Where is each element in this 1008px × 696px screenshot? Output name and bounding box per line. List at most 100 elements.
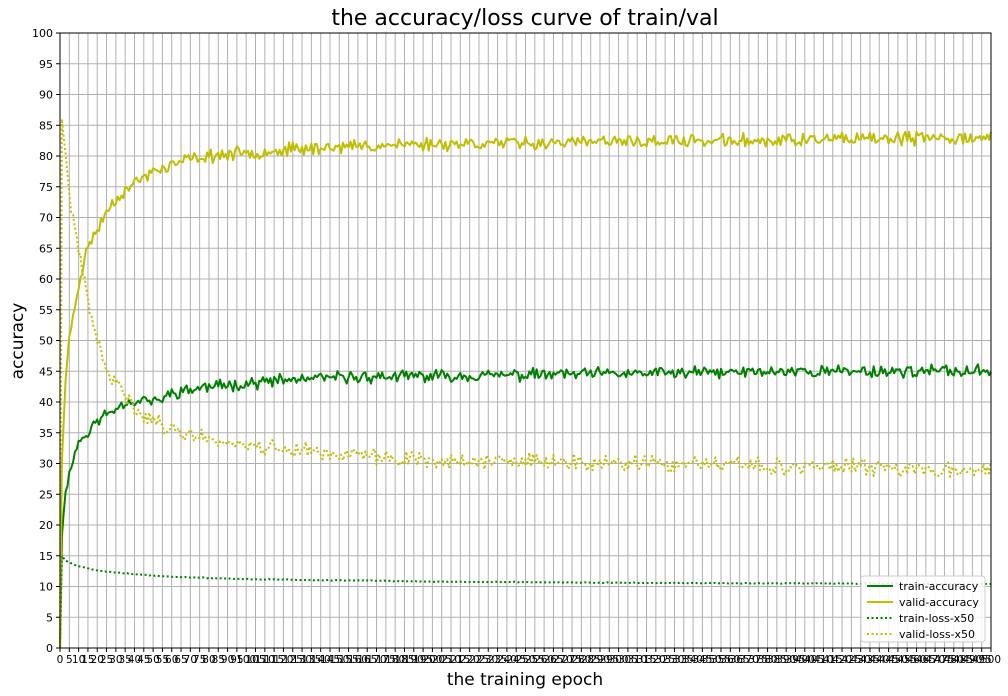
x-tick-label: 385	[767, 654, 787, 666]
x-tick-label: 345	[692, 654, 712, 666]
x-tick-label: 210	[441, 654, 461, 666]
x-tick-label: 405	[804, 654, 824, 666]
x-tick-label: 395	[785, 654, 805, 666]
y-tick-label: 75	[39, 181, 53, 194]
x-tick-label: 425	[841, 654, 861, 666]
y-tick-label: 35	[39, 427, 53, 440]
x-tick-label: 315	[637, 654, 657, 666]
x-tick-label: 140	[311, 654, 331, 666]
legend: train-accuracy valid-accuracy train-loss-x…	[860, 575, 986, 643]
x-tick-label: 65	[174, 654, 187, 666]
x-tick-label: 135	[301, 654, 321, 666]
x-tick-label: 420	[832, 654, 852, 666]
x-tick-label: 95	[230, 654, 243, 666]
y-tick-label: 65	[39, 242, 53, 255]
x-tick-label: 15	[81, 654, 94, 666]
x-tick-label: 375	[748, 654, 768, 666]
x-tick-label: 275	[562, 654, 582, 666]
x-tick-label: 260	[534, 654, 554, 666]
x-tick-label: 70	[184, 654, 197, 666]
x-tick-label: 35	[118, 654, 131, 666]
x-tick-label: 325	[655, 654, 675, 666]
y-tick-label: 90	[39, 89, 53, 102]
x-tick-label: 320	[646, 654, 666, 666]
legend-label-valid-accuracy: valid-accuracy	[899, 596, 979, 609]
x-tick-label: 225	[469, 654, 489, 666]
x-tick-label: 180	[385, 654, 405, 666]
x-tick-label: 130	[292, 654, 312, 666]
y-tick-label: 15	[39, 550, 53, 563]
x-tick-label: 220	[460, 654, 480, 666]
x-tick-label: 400	[795, 654, 815, 666]
y-tick-label: 20	[39, 519, 53, 532]
x-tick-label: 330	[664, 654, 684, 666]
x-tick-label: 270	[553, 654, 573, 666]
y-tick-label: 40	[39, 396, 53, 409]
y-tick-label: 25	[39, 488, 53, 501]
x-tick-label: 290	[590, 654, 610, 666]
x-tick-label: 145	[320, 654, 340, 666]
x-tick-label: 125	[283, 654, 303, 666]
series-line-valid-accuracy	[59, 130, 992, 649]
y-tick-label: 0	[46, 642, 53, 655]
x-tick-label: 45	[137, 654, 150, 666]
x-tick-label: 5	[66, 654, 73, 666]
x-tick-label: 30	[109, 654, 122, 666]
legend-label-valid-loss-x50: valid-loss-x50	[899, 628, 975, 641]
x-tick-label: 415	[823, 654, 843, 666]
x-tick-label: 10	[72, 654, 85, 666]
y-tick-label: 50	[39, 335, 53, 348]
x-tick-label: 295	[599, 654, 619, 666]
y-axis-ticks: 0 5 10 15 20 25 30 35 40 45 50 55 60 65 70 75 80 85 90 95 10…	[32, 27, 60, 655]
x-tick-label: 90	[221, 654, 234, 666]
x-tick-label: 390	[776, 654, 796, 666]
x-tick-label: 50	[146, 654, 159, 666]
y-tick-label: 45	[39, 365, 53, 378]
x-tick-label: 380	[758, 654, 778, 666]
x-axis-ticks: 0 5 10152025303540455055606570758085909510…	[57, 648, 1001, 666]
x-tick-label: 150	[329, 654, 349, 666]
x-tick-label: 335	[674, 654, 694, 666]
y-tick-label: 5	[46, 611, 53, 624]
x-tick-label: 80	[202, 654, 215, 666]
x-tick-label: 75	[193, 654, 206, 666]
x-tick-label: 370	[739, 654, 759, 666]
series-line-valid-loss-x50	[59, 118, 992, 649]
x-tick-label: 40	[128, 654, 141, 666]
x-tick-label: 495	[972, 654, 992, 666]
x-tick-label: 235	[488, 654, 508, 666]
x-tick-label: 465	[916, 654, 936, 666]
x-tick-label: 55	[156, 654, 169, 666]
x-tick-label: 155	[339, 654, 359, 666]
x-tick-label: 195	[413, 654, 433, 666]
x-tick-label: 265	[543, 654, 563, 666]
legend-label-train-loss-x50: train-loss-x50	[899, 612, 974, 625]
x-tick-label: 490	[962, 654, 982, 666]
x-tick-label: 500	[981, 654, 1001, 666]
x-tick-label: 470	[925, 654, 945, 666]
x-tick-label: 25	[100, 654, 113, 666]
x-tick-label: 205	[432, 654, 452, 666]
x-tick-label: 455	[897, 654, 917, 666]
x-tick-label: 440	[869, 654, 889, 666]
x-tick-label: 410	[813, 654, 833, 666]
y-tick-label: 70	[39, 212, 53, 225]
x-tick-label: 175	[376, 654, 396, 666]
x-tick-label: 245	[506, 654, 526, 666]
x-tick-label: 0	[57, 654, 64, 666]
x-tick-label: 310	[627, 654, 647, 666]
x-tick-label: 105	[245, 654, 265, 666]
chart-title: the accuracy/loss curve of train/val	[331, 6, 718, 31]
x-tick-label: 475	[934, 654, 954, 666]
x-tick-label: 430	[851, 654, 871, 666]
x-tick-label: 340	[683, 654, 703, 666]
x-tick-label: 360	[720, 654, 740, 666]
x-tick-label: 305	[618, 654, 638, 666]
x-tick-label: 300	[609, 654, 629, 666]
x-tick-label: 480	[944, 654, 964, 666]
x-tick-label: 85	[212, 654, 225, 666]
x-tick-label: 185	[394, 654, 414, 666]
x-tick-label: 215	[450, 654, 470, 666]
y-tick-label: 100	[32, 27, 53, 40]
y-axis-label: accuracy	[8, 303, 28, 380]
